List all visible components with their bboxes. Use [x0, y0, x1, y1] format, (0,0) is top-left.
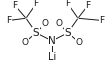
Text: O: O [21, 38, 28, 47]
Text: F: F [12, 1, 17, 10]
Text: S: S [64, 28, 70, 38]
Text: F: F [98, 16, 103, 25]
Text: O: O [41, 19, 48, 28]
Text: O: O [75, 38, 82, 47]
Text: S: S [33, 28, 39, 38]
Text: Li: Li [47, 52, 56, 62]
Text: F: F [85, 1, 90, 10]
Text: F: F [33, 0, 38, 8]
Text: O: O [55, 19, 62, 28]
Text: N: N [48, 36, 55, 46]
Text: F: F [65, 0, 70, 8]
Text: F: F [6, 16, 12, 25]
